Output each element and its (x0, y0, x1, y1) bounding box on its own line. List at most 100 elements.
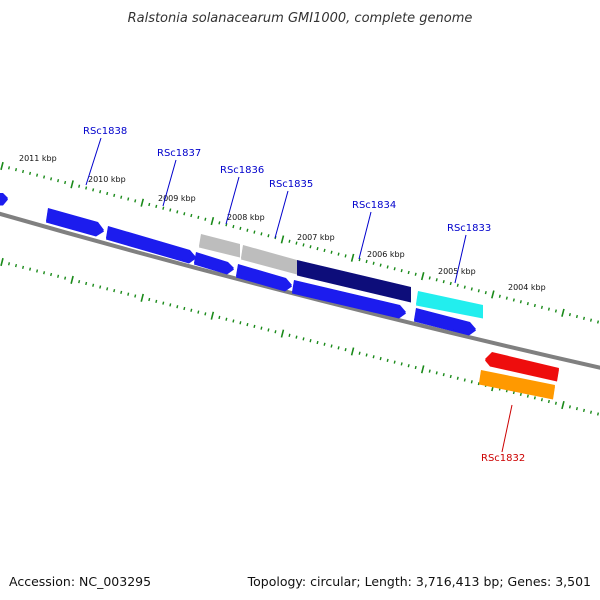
scale-tick-minor (134, 294, 137, 298)
scale-tick-minor (456, 376, 459, 380)
scale-tick-minor (183, 212, 186, 216)
scale-tick-minor (337, 252, 340, 256)
scale-tick-minor (463, 378, 466, 382)
scale-tick-minor (442, 373, 445, 377)
scale-tick-minor (589, 318, 593, 322)
gene-arrow-b3[interactable] (292, 280, 406, 317)
kbp-label-2008: 2008 kbp (227, 213, 265, 222)
kbp-labels: 2011 kbp 2010 kbp 2009 kbp 2008 kbp 2007… (19, 154, 546, 292)
scale-tick-minor (519, 392, 522, 396)
gene-arrow-rsc1832[interactable] (479, 370, 555, 398)
scale-tick-minor (169, 303, 172, 307)
gene-arrow-rsc1833[interactable] (416, 291, 483, 317)
scale-tick-minor (162, 301, 165, 305)
gene-arrow-b1[interactable] (194, 252, 234, 273)
scale-tick-minor (85, 281, 88, 286)
gene-arrow-b2[interactable] (236, 264, 292, 290)
scale-tick-minor (21, 169, 25, 174)
scale-tick-minor (379, 356, 382, 361)
scale-tick-minor (64, 180, 67, 185)
scale-tick-minor (64, 276, 67, 280)
scale-tick-minor (519, 300, 522, 304)
scale-tick-minor (484, 291, 487, 295)
scale-tick-minor (456, 283, 459, 287)
scale-tick-minor (554, 309, 557, 313)
scale-tick-major (0, 257, 4, 267)
scale-tick-minor (99, 190, 102, 194)
scale-tick-minor (14, 263, 18, 268)
scale-tick-minor (505, 389, 508, 393)
scale-tick-minor (57, 274, 60, 278)
scale-tick-minor (547, 307, 550, 311)
gene-arrow-red[interactable] (485, 352, 559, 380)
gene-arrow-rsc1837[interactable] (106, 226, 196, 262)
scale-tick-major (280, 329, 285, 338)
scale-tick-minor (190, 213, 193, 218)
scale-tick-minor (239, 226, 242, 231)
scale-tick-major (420, 365, 425, 374)
scale-tick-minor (274, 330, 277, 334)
scale-tick-minor (309, 339, 312, 343)
scale-tick-minor (106, 191, 109, 196)
scale-tick-minor (36, 173, 39, 177)
scale-tick-minor (379, 263, 382, 267)
leader-rsc1835 (274, 190, 289, 239)
scale-tick-minor (169, 208, 172, 212)
gene-arrow-rsc1836-gray[interactable] (199, 234, 240, 256)
scale-tick-minor (295, 241, 298, 245)
scale-tick-minor (435, 278, 438, 282)
gene-labels: RSc1838 RSc1837 RSc1836 RSc1835 RSc1834 … (83, 126, 525, 464)
scale-tick-minor (498, 294, 501, 298)
scale-tick-minor (470, 380, 473, 384)
gene-label-rsc1834[interactable]: RSc1834 (352, 200, 396, 211)
kbp-label-2004: 2004 kbp (508, 283, 546, 292)
kbp-label-2011: 2011 kbp (19, 154, 57, 163)
kbp-label-2006: 2006 kbp (367, 250, 405, 259)
gene-label-rsc1835[interactable]: RSc1835 (269, 179, 313, 190)
scale-ticks-lower (0, 257, 600, 416)
scale-tick-minor (43, 271, 46, 275)
scale-tick-minor (526, 302, 529, 306)
scale-tick-minor (225, 223, 228, 227)
gene-label-rsc1832[interactable]: RSc1832 (481, 453, 525, 464)
gene-arrow-rsc1835-gray[interactable] (241, 245, 297, 273)
gene-arrow-partial-left[interactable] (0, 193, 8, 204)
scale-tick-minor (344, 347, 347, 352)
scale-tick-minor (407, 270, 410, 275)
scale-tick-minor (260, 232, 263, 236)
scale-tick-minor (449, 374, 452, 379)
gene-label-rsc1833[interactable]: RSc1833 (447, 223, 491, 234)
scale-tick-minor (36, 269, 39, 273)
gene-arrow-b4[interactable] (414, 308, 476, 334)
scale-tick-minor (596, 320, 600, 324)
leader-rsc1834 (358, 211, 372, 260)
gene-label-rsc1838[interactable]: RSc1838 (83, 126, 127, 137)
genes-strand-reverse (479, 352, 559, 398)
scale-tick-minor (232, 319, 235, 323)
gene-arrow-rsc1834[interactable] (297, 260, 411, 301)
scale-tick-minor (204, 312, 207, 316)
gene-arrow-rsc1838[interactable] (46, 208, 104, 235)
genome-backbone (0, 211, 600, 370)
scale-tick-minor (218, 221, 221, 225)
scale-tick-major (210, 311, 215, 320)
gene-label-rsc1836[interactable]: RSc1836 (220, 165, 264, 176)
leader-rsc1838 (85, 137, 102, 186)
scale-tick-minor (568, 405, 571, 409)
leader-rsc1833 (454, 234, 467, 284)
scale-tick-minor (372, 355, 375, 359)
scale-tick-major (350, 347, 355, 356)
scale-tick-minor (365, 259, 368, 264)
scale-tick-minor (120, 195, 123, 199)
scale-tick-minor (330, 250, 333, 254)
kbp-label-2005: 2005 kbp (438, 267, 476, 276)
scale-tick-minor (582, 408, 586, 413)
gene-label-rsc1837[interactable]: RSc1837 (157, 148, 201, 159)
scale-tick-minor (316, 246, 319, 251)
scale-tick-minor (540, 398, 543, 402)
scale-tick-minor (533, 396, 536, 400)
scale-tick-major (70, 180, 74, 189)
scale-tick-minor (449, 281, 452, 286)
scale-tick-minor (176, 210, 179, 214)
scale-tick-minor (43, 175, 46, 179)
